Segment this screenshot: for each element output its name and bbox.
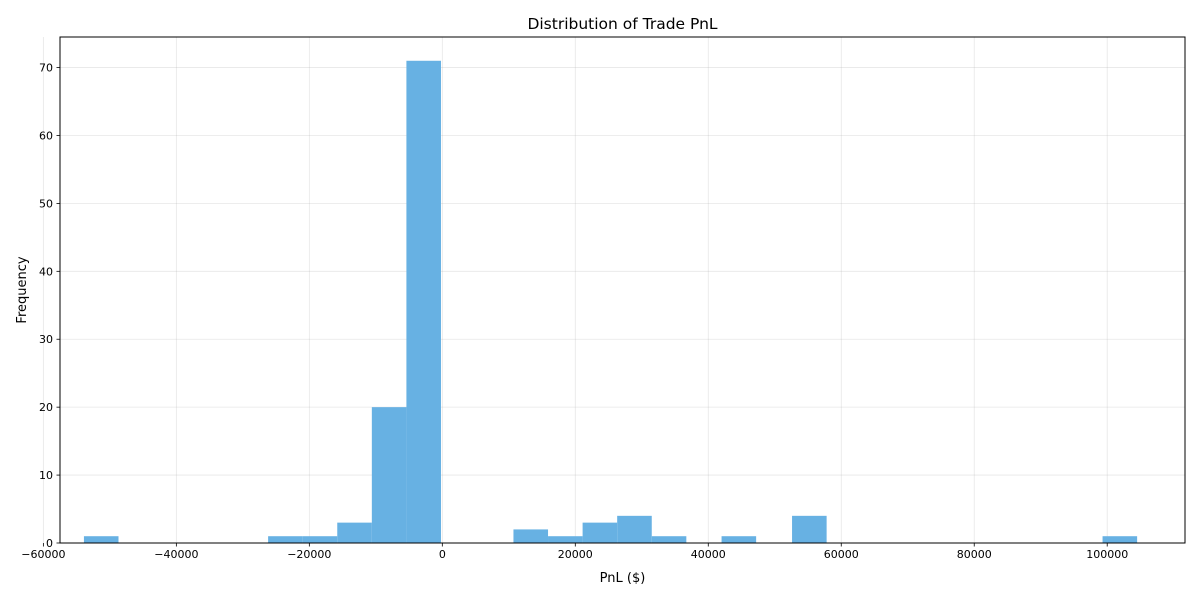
histogram-bar [337,522,372,543]
y-axis-ticks: 0 10 20 30 40 50 60 70 [39,62,60,550]
histogram-bar [302,536,338,543]
y-tick-label: 60 [39,129,53,142]
histogram-bar [268,536,303,543]
y-tick-label: 30 [39,333,53,346]
x-tick-label: 20000 [558,548,593,561]
histogram-bar [1102,536,1138,543]
x-tick-label: 100000 [1086,548,1128,561]
x-tick-label: −20000 [287,548,331,561]
y-tick-label: 10 [39,469,53,482]
bars [83,60,1138,543]
chart-title: Distribution of Trade PnL [527,15,717,33]
histogram-bar [617,515,652,543]
histogram-bar [792,515,827,543]
histogram-bar [651,536,687,543]
y-tick-label: 40 [39,265,53,278]
y-tick-label: 50 [39,197,53,210]
y-tick-label: 0 [46,537,53,550]
x-tick-label: −60000 [21,548,65,561]
histogram-bar [582,522,618,543]
histogram-bar [513,529,549,543]
x-tick-label: −40000 [154,548,198,561]
x-axis-ticks: −60000 −40000 −20000 0 20000 40000 60000 80000 1… [21,543,1128,561]
y-axis-label: Frequency [15,256,30,323]
y-tick-label: 70 [39,62,53,75]
x-tick-label: 80000 [957,548,992,561]
histogram-bar [548,536,583,543]
histogram-bar [371,407,407,543]
x-tick-label: 0 [439,548,446,561]
x-tick-label: 60000 [824,548,859,561]
histogram-bar [721,536,757,543]
histogram-bar [83,536,119,543]
histogram-bar [406,60,441,543]
plot-frame [59,36,1186,544]
y-tick-label: 20 [39,401,53,414]
x-tick-label: 40000 [691,548,726,561]
x-axis-label: PnL ($) [600,571,646,586]
